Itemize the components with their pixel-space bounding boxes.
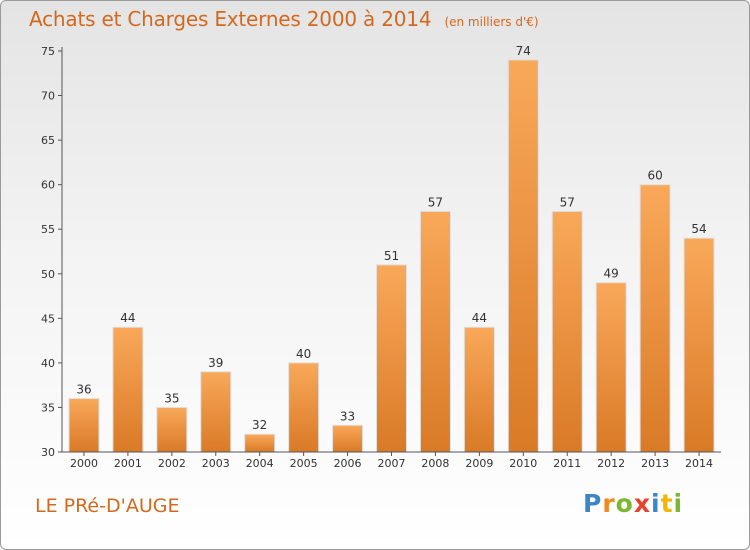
logo-letter: r — [602, 489, 616, 518]
bar-2001 — [112, 326, 144, 453]
bar-2002 — [156, 406, 188, 453]
commune-name: LE PRé-D'AUGE — [35, 495, 180, 517]
logo-letter: P — [583, 489, 603, 518]
data-label-2001: 44 — [120, 311, 135, 325]
data-label-2006: 33 — [340, 409, 355, 423]
y-tick-label-30: 30 — [41, 446, 55, 459]
bar-2000 — [68, 398, 100, 453]
bar-2006 — [332, 424, 364, 453]
x-tick-label-2007: 2007 — [378, 457, 406, 470]
logo-letter: o — [615, 489, 634, 518]
axes-layer: 2000 2001 2002 2003 2004 2005 2006 2007 2008 2009… — [41, 45, 721, 470]
bar-2007 — [376, 264, 407, 453]
y-tick-label-65: 65 — [41, 134, 55, 147]
x-tick-label-2013: 2013 — [641, 457, 669, 470]
x-tick-label-2005: 2005 — [290, 457, 318, 470]
bar-2014 — [683, 237, 715, 453]
y-tick-label-55: 55 — [41, 223, 55, 236]
logo-letter: t — [660, 489, 674, 518]
data-label-2007: 51 — [384, 249, 399, 263]
bar-2003 — [200, 371, 232, 453]
x-tick-label-2011: 2011 — [553, 457, 581, 470]
chart-title: Achats et Charges Externes 2000 à 2014 — [29, 7, 432, 31]
bar-2009 — [463, 326, 495, 453]
data-label-2010: 74 — [516, 44, 531, 58]
x-tick-label-2004: 2004 — [246, 457, 274, 470]
logo-letter: i — [673, 489, 684, 518]
data-label-2011: 57 — [560, 195, 575, 209]
title-row: Achats et Charges Externes 2000 à 2014 (… — [29, 7, 539, 31]
bar-2008 — [419, 210, 451, 453]
y-tick-label-40: 40 — [41, 357, 55, 370]
x-tick-label-2014: 2014 — [685, 457, 713, 470]
x-tick-label-2008: 2008 — [421, 457, 449, 470]
logo-letter: x — [633, 489, 651, 518]
data-label-2005: 40 — [296, 347, 311, 361]
x-tick-label-2002: 2002 — [158, 457, 186, 470]
y-tick-label-60: 60 — [41, 179, 55, 192]
x-tick-label-2009: 2009 — [465, 457, 493, 470]
bar-2005 — [288, 362, 320, 453]
logo-letter: i — [651, 489, 661, 518]
x-tick-label-2003: 2003 — [202, 457, 230, 470]
bar-2011 — [551, 210, 583, 453]
x-tick-label-2012: 2012 — [597, 457, 625, 470]
x-tick-label-2006: 2006 — [334, 457, 362, 470]
x-tick-label-2000: 2000 — [70, 457, 98, 470]
x-tick-label-2001: 2001 — [114, 457, 142, 470]
y-tick-label-45: 45 — [41, 312, 55, 325]
bar-2013 — [639, 184, 671, 453]
data-label-2014: 54 — [691, 222, 706, 236]
bars-layer: 36 44 35 39 32 40 33 51 57 44 74 57 49 60 54 — [68, 44, 715, 453]
y-tick-label-75: 75 — [41, 45, 55, 58]
proxiti-logo[interactable]: Proxiti — [583, 489, 683, 518]
y-tick-label-35: 35 — [41, 401, 55, 414]
data-label-2008: 57 — [428, 195, 443, 209]
y-tick-label-70: 70 — [41, 90, 55, 103]
bar-2004 — [244, 433, 276, 453]
data-label-2002: 35 — [164, 391, 179, 405]
data-label-2000: 36 — [76, 383, 91, 397]
data-label-2004: 32 — [252, 418, 267, 432]
y-tick-label-50: 50 — [41, 268, 55, 281]
data-label-2012: 49 — [604, 267, 619, 281]
data-label-2013: 60 — [647, 169, 662, 183]
bar-2012 — [595, 282, 627, 453]
data-label-2009: 44 — [472, 311, 487, 325]
x-tick-label-2010: 2010 — [509, 457, 537, 470]
chart-subtitle: (en milliers d'€) — [444, 15, 539, 29]
bar-2010 — [507, 59, 539, 453]
data-label-2003: 39 — [208, 356, 223, 370]
